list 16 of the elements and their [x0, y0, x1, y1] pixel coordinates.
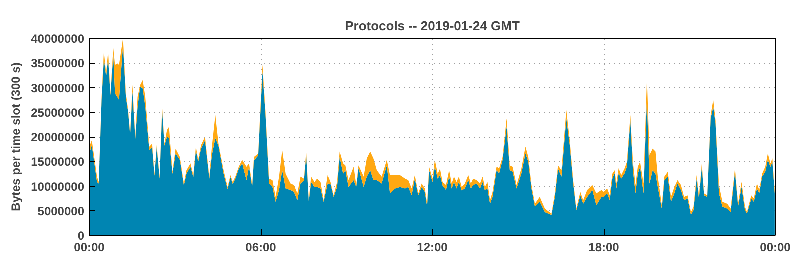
- y-tick-label: 40000000: [31, 32, 85, 46]
- chart-title: Protocols -- 2019-01-24 GMT: [345, 18, 520, 34]
- y-tick-label: 35000000: [31, 56, 85, 71]
- y-tick-label: 25000000: [31, 106, 85, 120]
- x-tick-label: 06:00: [246, 240, 277, 254]
- y-tick-label: 20000000: [31, 130, 85, 144]
- y-tick-label: 0: [78, 229, 85, 243]
- y-tick-label: 10000000: [31, 180, 85, 194]
- y-tick-label: 5000000: [38, 204, 85, 218]
- x-tick-label: 12:00: [417, 240, 448, 254]
- x-tick-label: 00:00: [760, 240, 792, 254]
- y-axis-title: Bytes per time slot (300 s): [9, 62, 24, 212]
- x-tick-label: 18:00: [588, 240, 620, 254]
- x-tick-label: 00:00: [74, 240, 106, 254]
- y-tick-label: 15000000: [31, 155, 85, 170]
- y-tick-label: 30000000: [31, 81, 85, 96]
